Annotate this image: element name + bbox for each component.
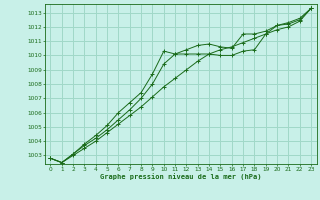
X-axis label: Graphe pression niveau de la mer (hPa): Graphe pression niveau de la mer (hPa)	[100, 173, 261, 180]
